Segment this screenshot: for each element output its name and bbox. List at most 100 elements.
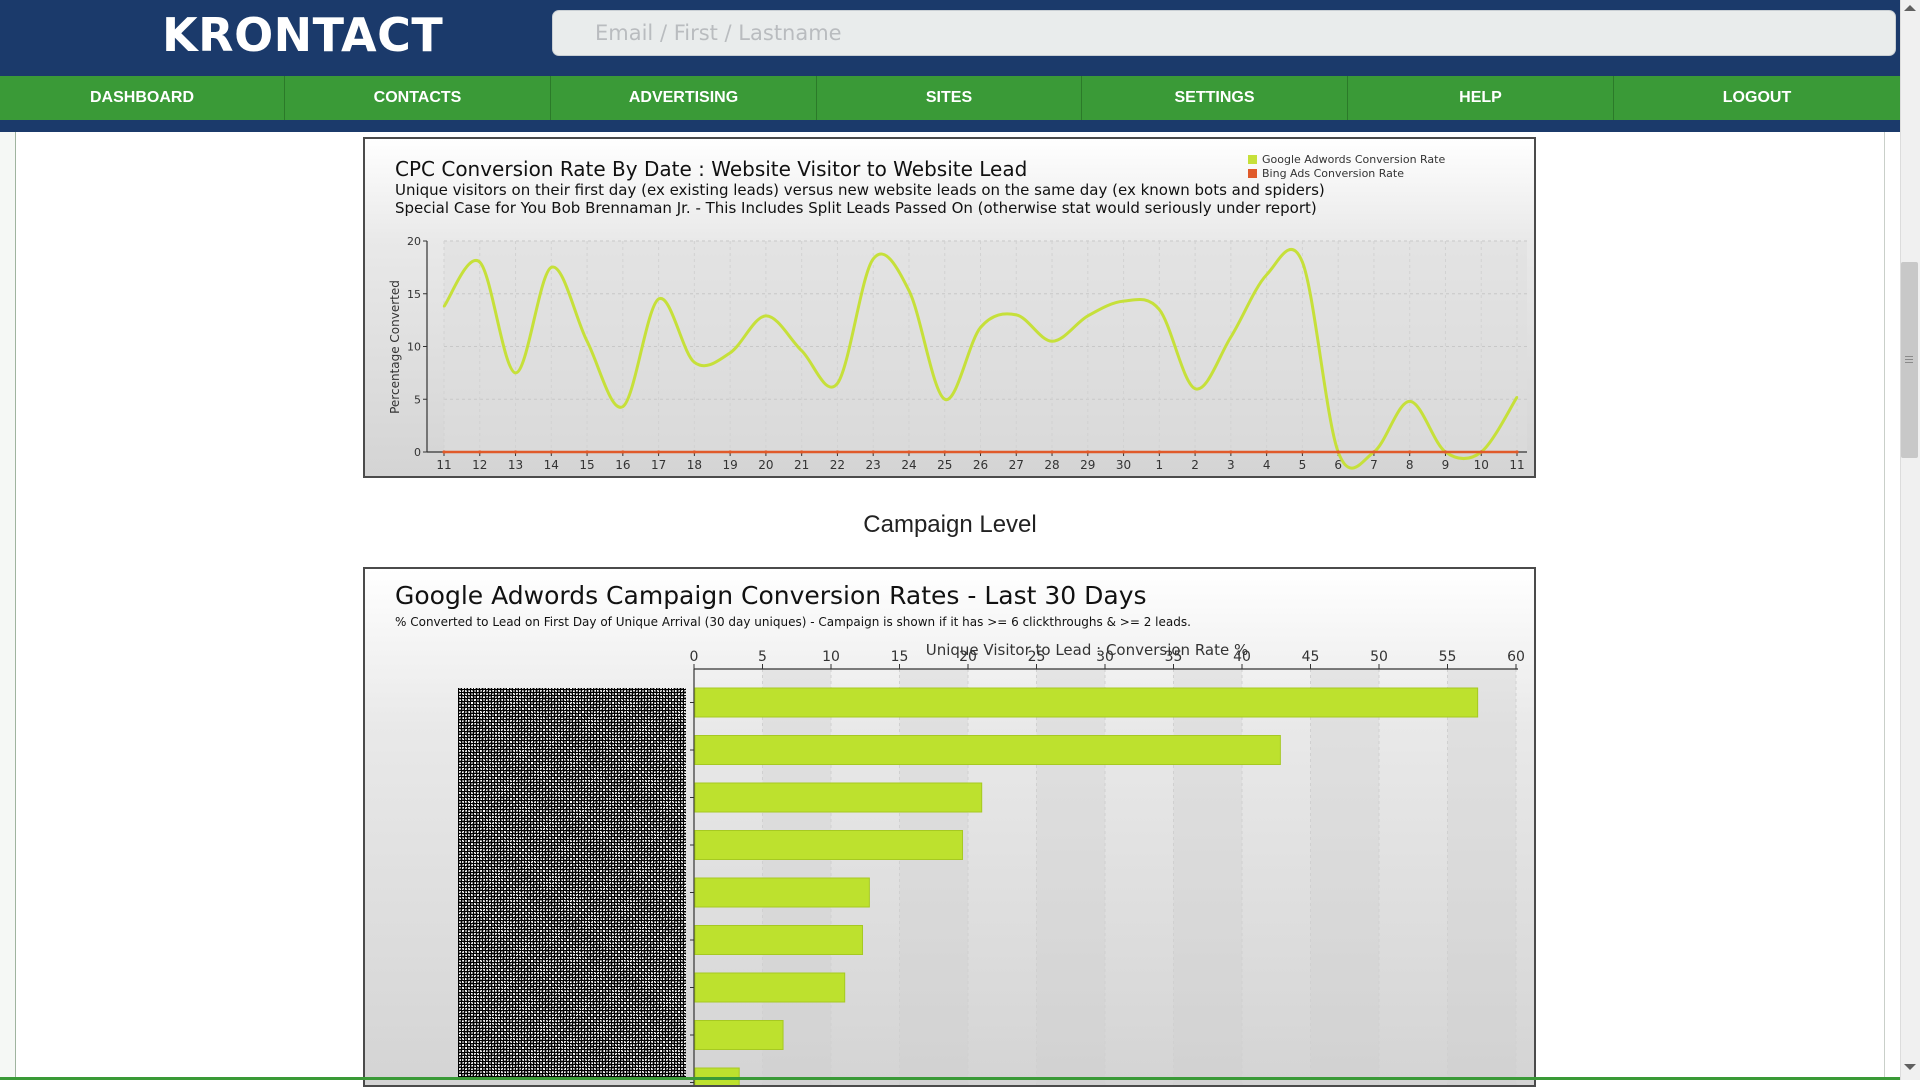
bar bbox=[694, 877, 870, 908]
nav-sites[interactable]: SITES bbox=[817, 76, 1082, 120]
bottom-border bbox=[0, 1077, 1900, 1080]
bar bbox=[694, 925, 864, 955]
google-adwords-line-point bbox=[657, 297, 660, 301]
app-logo[interactable]: KRONTACT bbox=[162, 8, 444, 62]
bing-ads-line-point bbox=[1515, 450, 1519, 454]
x-tick-label: 15 bbox=[579, 458, 594, 472]
x-tick-label: 15 bbox=[891, 649, 909, 665]
vertical-scrollbar[interactable] bbox=[1900, 0, 1920, 1080]
bing-ads-line-point bbox=[943, 450, 947, 454]
legend-swatch bbox=[1248, 169, 1257, 178]
bing-ads-line-point bbox=[442, 450, 446, 454]
bing-ads-line-point bbox=[1372, 450, 1376, 454]
scroll-down-arrow-icon[interactable] bbox=[1904, 1064, 1916, 1070]
campaign-level-label: Campaign Level bbox=[863, 511, 1037, 538]
bar bbox=[694, 972, 846, 1003]
bar-chart-title: Google Adwords Campaign Conversion Rates… bbox=[395, 581, 1147, 610]
x-tick-label: 21 bbox=[794, 458, 809, 472]
x-tick-label: 16 bbox=[615, 458, 630, 472]
legend-label: Google Adwords Conversion Rate bbox=[1262, 153, 1445, 166]
y-tick-label: 15 bbox=[407, 288, 421, 301]
x-tick-label: 22 bbox=[830, 458, 845, 472]
left-frame bbox=[0, 132, 16, 1080]
google-adwords-line bbox=[442, 247, 1519, 470]
nav-settings[interactable]: SETTINGS bbox=[1082, 76, 1348, 120]
bar bbox=[694, 1020, 784, 1050]
x-axis-title: Unique Visitor to Lead : Conversion Rate… bbox=[926, 641, 1249, 659]
x-tick-label: 20 bbox=[959, 649, 977, 665]
google-adwords-line-point bbox=[979, 326, 982, 329]
scroll-up-arrow-icon[interactable] bbox=[1904, 5, 1916, 11]
redacted-campaign-names bbox=[458, 688, 686, 1080]
line-chart-title: CPC Conversion Rate By Date : Website Vi… bbox=[395, 157, 1028, 181]
x-tick-label: 55 bbox=[1439, 649, 1457, 665]
bing-ads-line-point bbox=[1014, 450, 1018, 454]
google-adwords-line-point bbox=[1515, 395, 1519, 399]
bing-ads-line-point bbox=[1443, 450, 1448, 454]
bar bbox=[694, 687, 1479, 718]
nav-help[interactable]: HELP bbox=[1348, 76, 1614, 120]
bing-ads-line-point bbox=[692, 450, 696, 454]
bing-ads-line-point bbox=[513, 450, 518, 454]
x-tick-label: 13 bbox=[508, 458, 523, 472]
bing-ads-line-point bbox=[1050, 450, 1054, 454]
x-tick-label: 11 bbox=[436, 458, 451, 472]
search-input[interactable] bbox=[552, 10, 1896, 56]
google-adwords-line-point bbox=[550, 266, 553, 269]
x-tick-label: 5 bbox=[1299, 458, 1307, 472]
x-tick-label: 1 bbox=[1156, 458, 1164, 472]
grid-band bbox=[1447, 669, 1516, 1085]
bar-chart-subtitle: % Converted to Lead on First Day of Uniq… bbox=[395, 615, 1191, 629]
x-tick-label: 24 bbox=[901, 458, 916, 472]
google-adwords-line-point bbox=[872, 257, 875, 261]
y-axis-title: Percentage Converted bbox=[388, 280, 402, 414]
bing-ads-line-point bbox=[907, 450, 911, 454]
nav-dashboard[interactable]: DASHBOARD bbox=[0, 76, 285, 120]
nav-contacts[interactable]: CONTACTS bbox=[285, 76, 551, 120]
x-tick-label: 20 bbox=[758, 458, 773, 472]
x-tick-label: 25 bbox=[1028, 649, 1046, 665]
x-tick-label: 14 bbox=[544, 458, 559, 472]
x-tick-label: 28 bbox=[1044, 458, 1059, 472]
line-chart-subtitle-2: Special Case for You Bob Brennaman Jr. -… bbox=[395, 199, 1317, 217]
google-adwords-line-point bbox=[1015, 313, 1018, 317]
google-adwords-line-point bbox=[1193, 387, 1197, 390]
bing-ads-line-point bbox=[478, 450, 482, 454]
nav-advertising[interactable]: ADVERTISING bbox=[551, 76, 817, 120]
bing-ads-line-point bbox=[800, 450, 804, 454]
bing-ads-line-point bbox=[1121, 450, 1126, 454]
google-adwords-line-point bbox=[693, 361, 696, 364]
line-chart-subtitle-1: Unique visitors on their first day (ex e… bbox=[395, 181, 1325, 199]
x-tick-label: 30 bbox=[1116, 458, 1131, 472]
x-tick-label: 17 bbox=[651, 458, 666, 472]
x-tick-label: 60 bbox=[1507, 649, 1525, 665]
google-adwords-line-point bbox=[1265, 273, 1268, 276]
bing-ads-line-point bbox=[657, 450, 661, 454]
google-adwords-line-point bbox=[1158, 308, 1161, 311]
nav-logout[interactable]: LOGOUT bbox=[1722, 89, 1792, 106]
main-nav: DASHBOARD CONTACTS ADVERTISING SITES SET… bbox=[0, 76, 1900, 132]
legend-label: Bing Ads Conversion Rate bbox=[1262, 167, 1404, 180]
bar bbox=[694, 782, 983, 813]
x-tick-label: 45 bbox=[1302, 649, 1320, 665]
bar bbox=[694, 735, 1281, 765]
scrollbar-thumb[interactable] bbox=[1901, 262, 1918, 458]
line-chart-panel: CPC Conversion Rate By Date : Website Vi… bbox=[363, 137, 1536, 478]
grid-band bbox=[1173, 669, 1242, 1085]
y-tick-label: 10 bbox=[407, 341, 421, 354]
bing-ads-line-point bbox=[1479, 450, 1483, 454]
bing-ads-line-point bbox=[621, 450, 625, 454]
bar bbox=[694, 830, 964, 860]
bing-ads-line-point bbox=[1157, 450, 1161, 454]
bing-ads-line-point bbox=[585, 450, 589, 454]
right-frame bbox=[1884, 132, 1901, 1080]
x-tick-label: 3 bbox=[1227, 458, 1235, 472]
google-adwords-line-point bbox=[907, 289, 911, 292]
x-tick-label: 26 bbox=[973, 458, 988, 472]
x-tick-label: 9 bbox=[1442, 458, 1450, 472]
bing-ads-line-point bbox=[549, 450, 553, 454]
bing-ads-line-point bbox=[764, 450, 768, 454]
x-tick-label: 10 bbox=[1474, 458, 1489, 472]
x-tick-label: 10 bbox=[822, 649, 840, 665]
bing-ads-line-point bbox=[1086, 450, 1090, 454]
